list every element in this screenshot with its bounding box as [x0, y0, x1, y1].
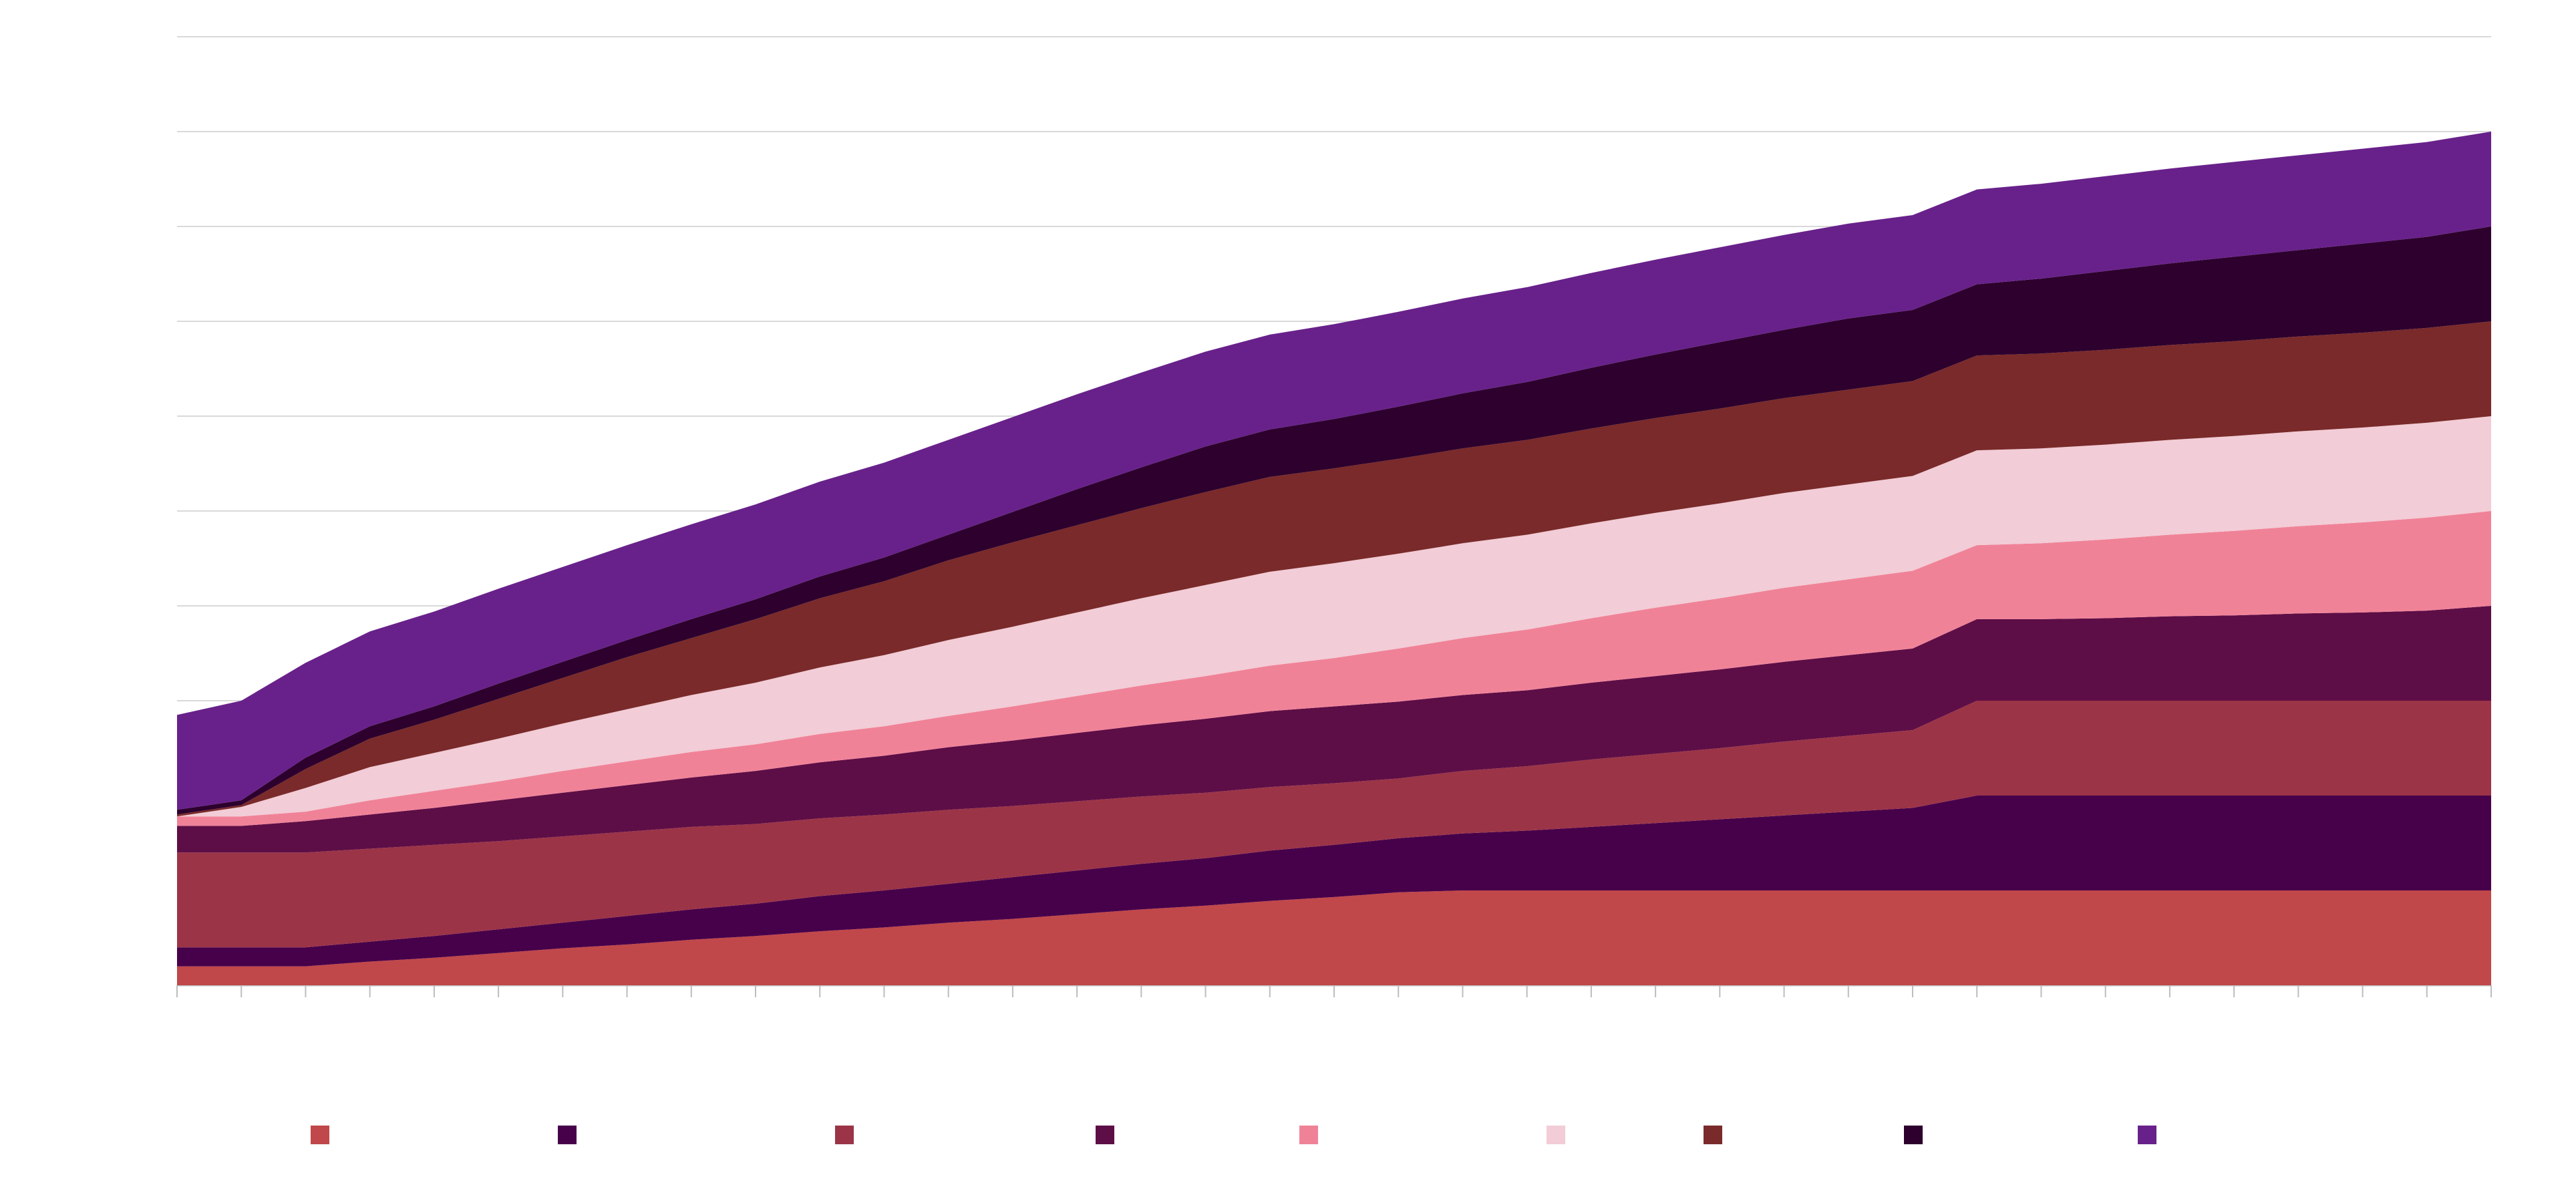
area-series-3: [177, 701, 2491, 948]
area-series-2: [177, 796, 2491, 967]
legend-swatch-9: [2138, 1126, 2156, 1144]
area-series-8: [177, 226, 2491, 815]
area-series: [177, 132, 2491, 985]
legend-swatch-7: [1704, 1126, 1722, 1144]
legend-swatch-3: [835, 1126, 854, 1144]
area-series-6: [177, 416, 2491, 817]
x-axis: [176, 985, 2492, 997]
legend-swatch-8: [1904, 1126, 1923, 1144]
area-series-5: [177, 511, 2491, 826]
legend-swatch-6: [1547, 1126, 1565, 1144]
legend-swatch-4: [1096, 1126, 1114, 1144]
legend-swatch-5: [1299, 1126, 1318, 1144]
legend-swatch-1: [311, 1126, 329, 1144]
area-series-1: [177, 890, 2491, 985]
area-series-7: [177, 321, 2491, 817]
legend-swatch-2: [558, 1126, 577, 1144]
area-series-9: [177, 132, 2491, 810]
area-series-4: [177, 606, 2491, 853]
